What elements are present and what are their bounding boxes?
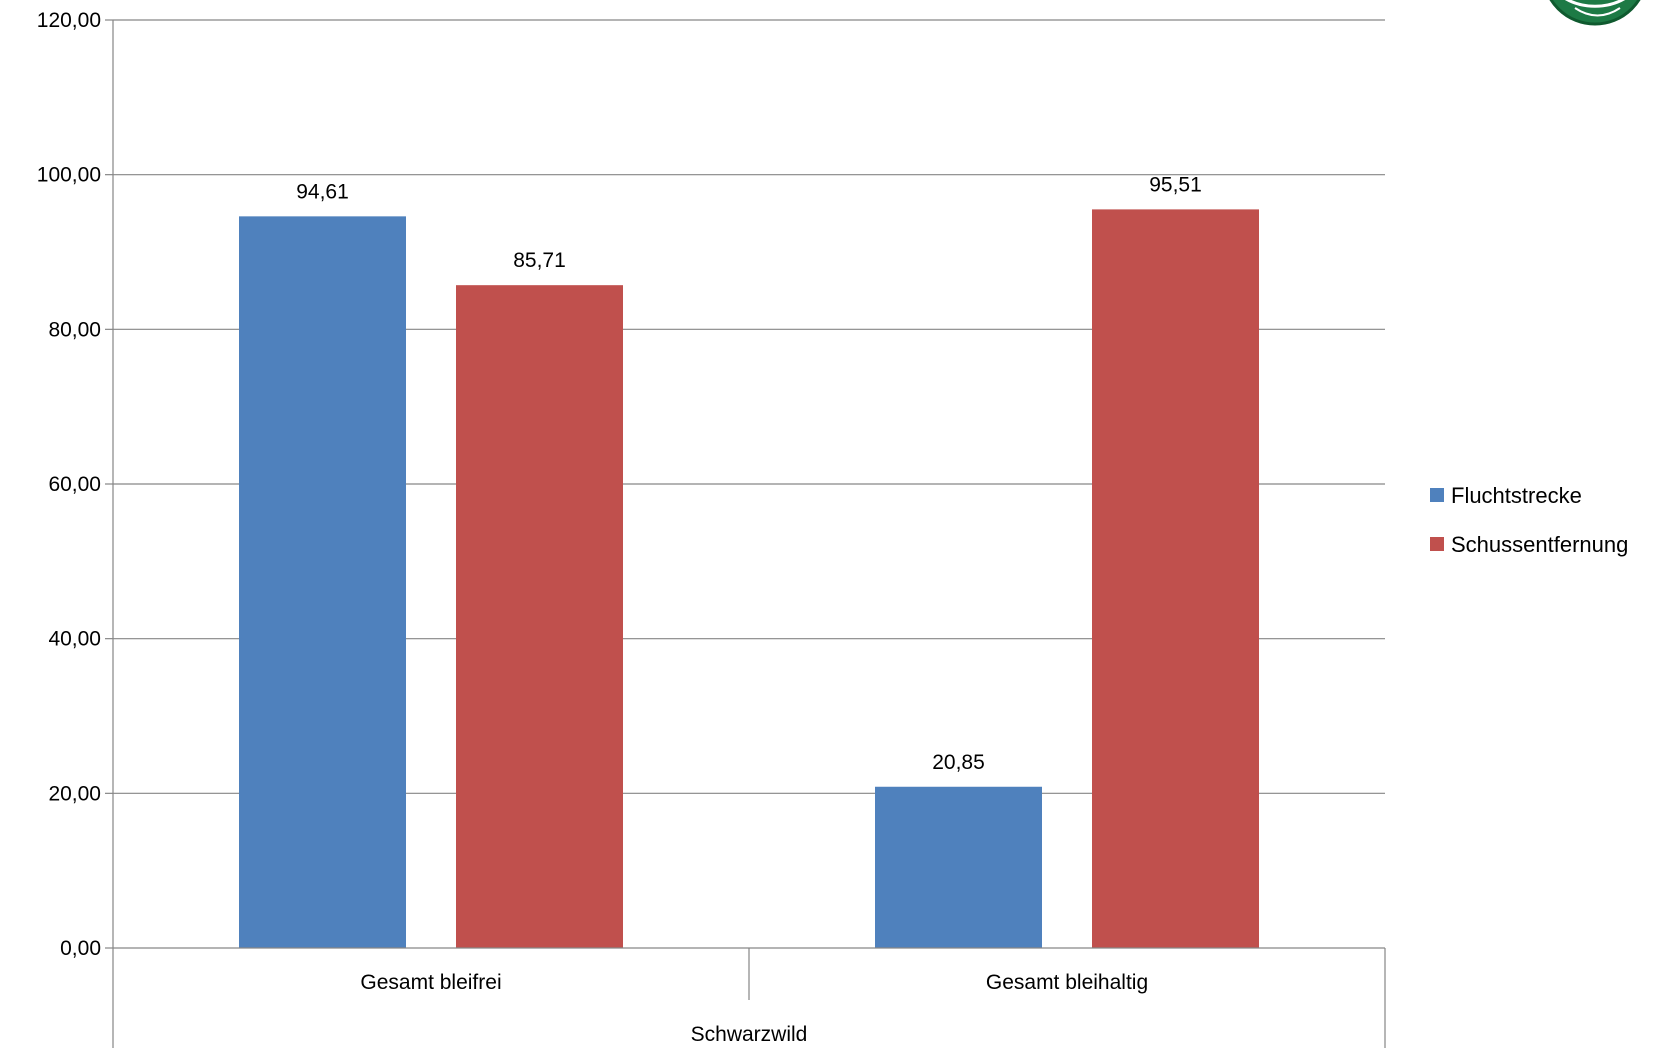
y-tick-label: 100,00 [37, 164, 101, 187]
bar [239, 216, 406, 948]
labels: 0,00 20,00 40,00 60,00 80,00 100,00 120,00 Gesa… [37, 9, 1202, 1046]
y-tick-label: 0,00 [60, 937, 101, 960]
y-tick-label: 120,00 [37, 9, 101, 32]
x-category-label: Gesamt bleifrei [360, 971, 501, 994]
data-label: 94,61 [296, 180, 349, 203]
data-label: 20,85 [932, 751, 985, 774]
green-emblem-icon [1549, 0, 1641, 26]
x-group-label: Schwarzwild [691, 1023, 808, 1046]
y-tick-label: 80,00 [48, 318, 101, 341]
legend-swatch [1430, 537, 1444, 551]
axes [105, 19, 1386, 1048]
y-tick-label: 20,00 [48, 782, 101, 805]
data-label: 95,51 [1149, 173, 1202, 196]
bar [1092, 209, 1259, 948]
legend-label: Schussentfernung [1451, 532, 1628, 557]
bar [456, 285, 623, 948]
y-tick-label: 40,00 [48, 628, 101, 651]
bars [239, 209, 1259, 948]
legend-swatch [1430, 488, 1444, 502]
data-label: 85,71 [513, 249, 566, 272]
y-tick-label: 60,00 [48, 473, 101, 496]
legend: Fluchtstrecke Schussentfernung [1430, 483, 1628, 557]
legend-label: Fluchtstrecke [1451, 483, 1582, 508]
x-category-label: Gesamt bleihaltig [986, 971, 1148, 994]
bar [875, 786, 1042, 948]
